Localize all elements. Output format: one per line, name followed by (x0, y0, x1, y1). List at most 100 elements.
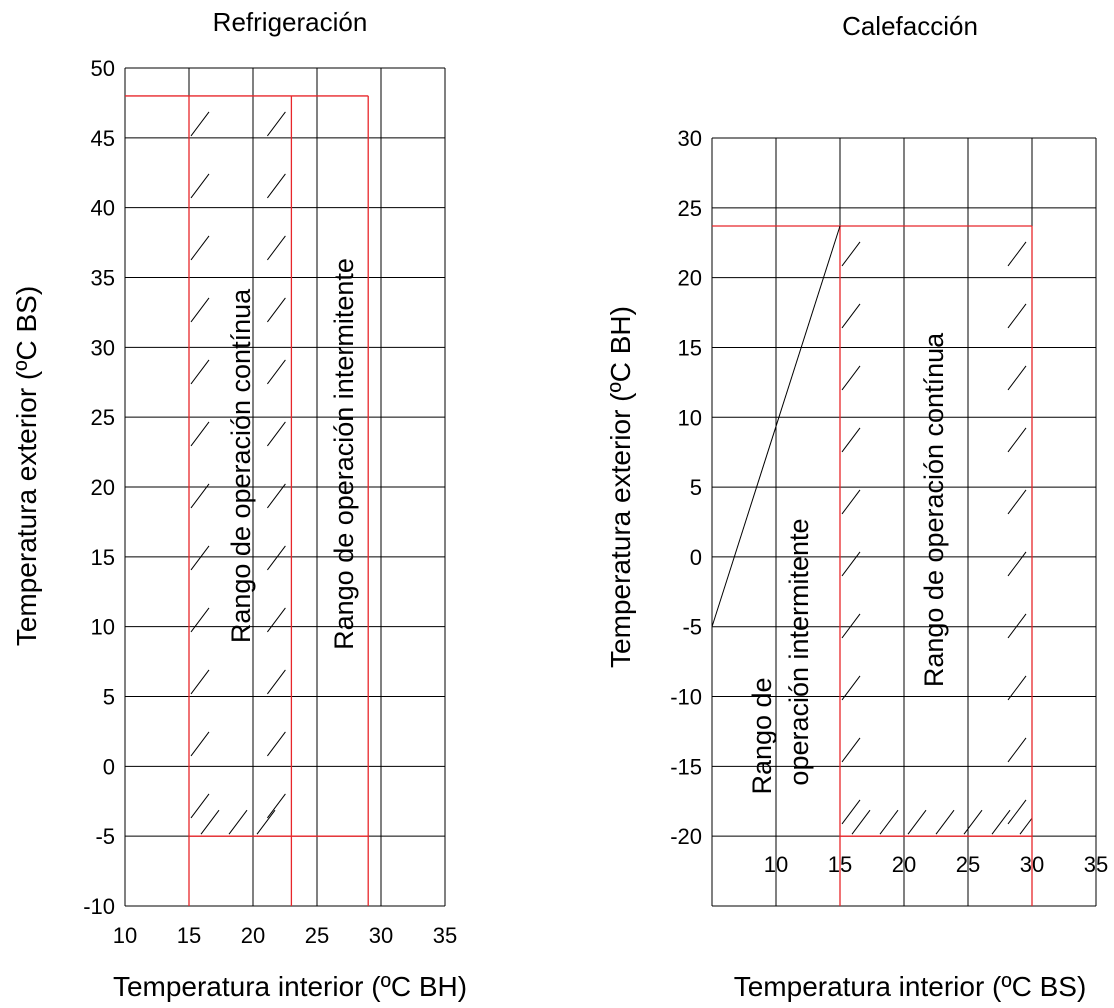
heating-hatch-mark (841, 489, 861, 515)
cooling-hatch-mark (190, 297, 210, 323)
cooling-hatch-mark (266, 545, 286, 571)
cooling-hatch-mark (190, 483, 210, 509)
heating-hatch-mark (907, 809, 927, 835)
heating-y-axis-label: Temperatura exterior (ºC BH) (605, 306, 636, 668)
heating-intermittent-range-label: Rango de operación intermitente (747, 518, 814, 794)
heating-y-tick-label: 10 (678, 405, 702, 430)
cooling-hatch-mark (190, 173, 210, 199)
cooling-hatch-mark (190, 607, 210, 633)
heating-hatch-mark (841, 303, 861, 329)
heating-y-tick-label: 0 (690, 545, 702, 570)
heating-x-tick-label: 30 (1020, 852, 1044, 877)
cooling-x-ticks: 10 15 20 25 30 35 (113, 923, 457, 948)
cooling-x-tick-label: 10 (113, 923, 137, 948)
heating-x-tick-label: 25 (956, 852, 980, 877)
heating-hatch-mark (841, 551, 861, 577)
heating-continuous-hatch (841, 241, 1032, 835)
cooling-x-tick-label: 25 (305, 923, 329, 948)
cooling-y-tick-label: 15 (91, 545, 115, 570)
cooling-y-tick-label: 25 (91, 405, 115, 430)
heating-hatch-mark (1007, 489, 1027, 515)
heating-continuous-range-label: Rango de operación contínua (919, 332, 949, 687)
heating-y-ticks: -20 -15 -10 -5 0 5 10 15 20 25 30 (670, 126, 702, 849)
heating-hatch-mark (935, 809, 955, 835)
cooling-hatch-mark (266, 235, 286, 261)
heating-hatch-mark (841, 365, 861, 391)
cooling-intermittent-range-label: Rango de operación intermitente (329, 258, 359, 650)
heating-x-axis-label: Temperatura interior (ºC BS) (734, 971, 1087, 1002)
heating-hatch-mark (841, 737, 861, 763)
cooling-hatch-mark (228, 809, 248, 835)
heating-y-tick-label: 5 (690, 475, 702, 500)
heating-hatch-mark (841, 675, 861, 701)
heating-hatch-mark (841, 613, 861, 639)
heating-hatch-mark (841, 427, 861, 453)
heating-y-tick-label: 25 (678, 196, 702, 221)
heating-boundary-lines (712, 225, 1033, 906)
cooling-y-ticks: -10 -5 0 5 10 15 20 25 30 35 40 45 50 (83, 56, 115, 919)
cooling-hatch-mark (266, 793, 286, 819)
cooling-y-tick-label: 40 (91, 196, 115, 221)
cooling-y-tick-label: 30 (91, 335, 115, 360)
cooling-hatch-mark (190, 793, 210, 819)
heating-y-tick-label: -15 (670, 754, 702, 779)
heating-y-tick-label: 30 (678, 126, 702, 151)
cooling-y-tick-label: 35 (91, 266, 115, 291)
cooling-hatch-mark (266, 607, 286, 633)
cooling-hatch-mark (200, 809, 220, 835)
cooling-y-tick-label: 10 (91, 615, 115, 640)
cooling-hatch-mark (266, 359, 286, 385)
cooling-y-tick-label: 5 (103, 685, 115, 710)
heating-x-ticks: 10 15 20 25 30 35 (764, 852, 1108, 877)
heating-x-tick-label: 10 (764, 852, 788, 877)
cooling-hatch-mark (190, 669, 210, 695)
cooling-chart: Refrigeración -10-505101520253035404550 … (11, 7, 467, 1002)
heating-chart-title: Calefacción (842, 11, 978, 41)
cooling-hatch-mark (266, 669, 286, 695)
cooling-x-tick-label: 35 (433, 923, 457, 948)
cooling-y-tick-label: -10 (83, 894, 115, 919)
cooling-y-tick-label: 20 (91, 475, 115, 500)
heating-x-tick-label: 20 (892, 852, 916, 877)
heating-hatch-mark (991, 809, 1011, 835)
cooling-continuous-range-label: Rango de operación contínua (226, 288, 256, 643)
cooling-hatch-mark (266, 111, 286, 137)
cooling-hatch-mark (266, 297, 286, 323)
cooling-continuous-hatch (190, 111, 286, 835)
cooling-y-tick-label: 45 (91, 126, 115, 151)
cooling-x-axis-label: Temperatura interior (ºC BH) (113, 971, 467, 1002)
heating-hatch-mark (1007, 675, 1027, 701)
heating-x-tick-label: 15 (828, 852, 852, 877)
cooling-boundary-lines (125, 95, 369, 906)
heating-hatch-mark (1007, 365, 1027, 391)
heating-hatch-mark (851, 809, 871, 835)
heating-hatch-mark (1007, 303, 1027, 329)
cooling-y-tick-label: 50 (91, 56, 115, 81)
heating-x-tick-label: 35 (1084, 852, 1108, 877)
cooling-hatch-mark (190, 111, 210, 137)
heating-y-tick-label: 20 (678, 266, 702, 291)
heating-hatch-mark (841, 241, 861, 267)
cooling-hatch-mark (190, 545, 210, 571)
heating-hatch-mark (1007, 427, 1027, 453)
cooling-hatch-mark (266, 173, 286, 199)
heating-hatch-mark (841, 799, 861, 825)
cooling-hatch-mark (266, 483, 286, 509)
cooling-hatch-mark (266, 731, 286, 757)
heating-y-tick-label: -20 (670, 824, 702, 849)
cooling-x-tick-label: 30 (369, 923, 393, 948)
cooling-hatch-mark (190, 421, 210, 447)
heating-hatch-mark (1007, 241, 1027, 267)
heating-y-tick-label: -5 (682, 615, 702, 640)
cooling-x-tick-label: 20 (241, 923, 265, 948)
cooling-hatch-mark (266, 421, 286, 447)
cooling-hatch-mark (256, 809, 276, 835)
heating-hatch-mark (963, 809, 983, 835)
heating-chart: Calefacción -20 -15 -10 -5 0 5 10 15 20 25 30 10 15… (605, 11, 1108, 1002)
heating-y-tick-label: 15 (678, 335, 702, 360)
cooling-chart-title: Refrigeración (213, 7, 368, 37)
cooling-grid (124, 67, 446, 907)
heating-hatch-mark (1007, 799, 1027, 825)
heating-y-tick-label: -10 (670, 685, 702, 710)
